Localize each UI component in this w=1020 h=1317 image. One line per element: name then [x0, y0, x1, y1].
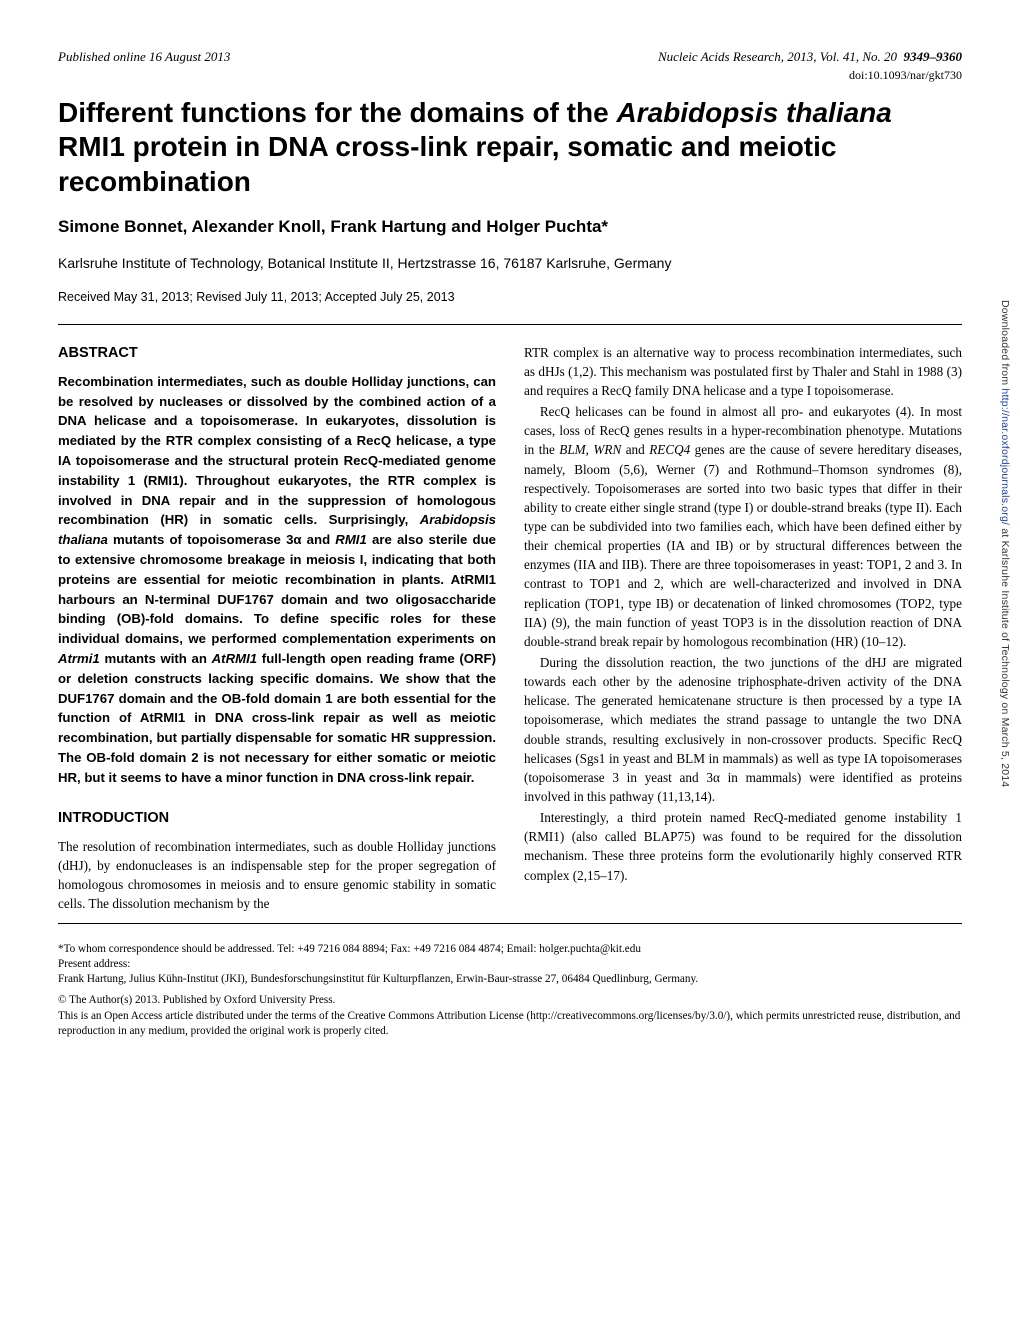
corresponding-author: *To whom correspondence should be addres…	[58, 942, 962, 957]
intro-paragraph-1: The resolution of recombination intermed…	[58, 837, 496, 914]
present-address-label: Present address:	[58, 957, 962, 972]
doi: doi:10.1093/nar/gkt730	[658, 67, 962, 84]
license-text: This is an Open Access article distribut…	[58, 1009, 962, 1039]
footer-rule	[58, 923, 962, 924]
article-dates: Received May 31, 2013; Revised July 11, …	[58, 288, 962, 306]
right-column: RTR complex is an alternative way to pro…	[524, 343, 962, 915]
left-column: ABSTRACT Recombination intermediates, su…	[58, 343, 496, 915]
body-paragraph: Interestingly, a third protein named Rec…	[524, 808, 962, 885]
footer: *To whom correspondence should be addres…	[58, 942, 962, 1039]
body-paragraph: RecQ helicases can be found in almost al…	[524, 402, 962, 651]
section-rule	[58, 324, 962, 325]
article-title: Different functions for the domains of t…	[58, 96, 962, 198]
body-paragraph: During the dissolution reaction, the two…	[524, 653, 962, 806]
present-address: Frank Hartung, Julius Kühn-Institut (JKI…	[58, 972, 962, 987]
download-sidebar: Downloaded from http://nar.oxfordjournal…	[997, 300, 1012, 787]
abstract-heading: ABSTRACT	[58, 343, 496, 364]
affiliation: Karlsruhe Institute of Technology, Botan…	[58, 253, 962, 273]
running-header: Published online 16 August 2013 Nucleic …	[58, 48, 962, 84]
introduction-heading: INTRODUCTION	[58, 808, 496, 829]
pub-online: Published online 16 August 2013	[58, 48, 230, 84]
copyright-line: © The Author(s) 2013. Published by Oxfor…	[58, 993, 962, 1008]
body-paragraph: RTR complex is an alternative way to pro…	[524, 343, 962, 400]
two-column-body: ABSTRACT Recombination intermediates, su…	[58, 343, 962, 915]
abstract-text: Recombination intermediates, such as dou…	[58, 372, 496, 788]
journal-info: Nucleic Acids Research, 2013, Vol. 41, N…	[658, 48, 962, 84]
authors: Simone Bonnet, Alexander Knoll, Frank Ha…	[58, 215, 962, 240]
journal-link[interactable]: http://nar.oxfordjournals.org/	[999, 388, 1011, 525]
